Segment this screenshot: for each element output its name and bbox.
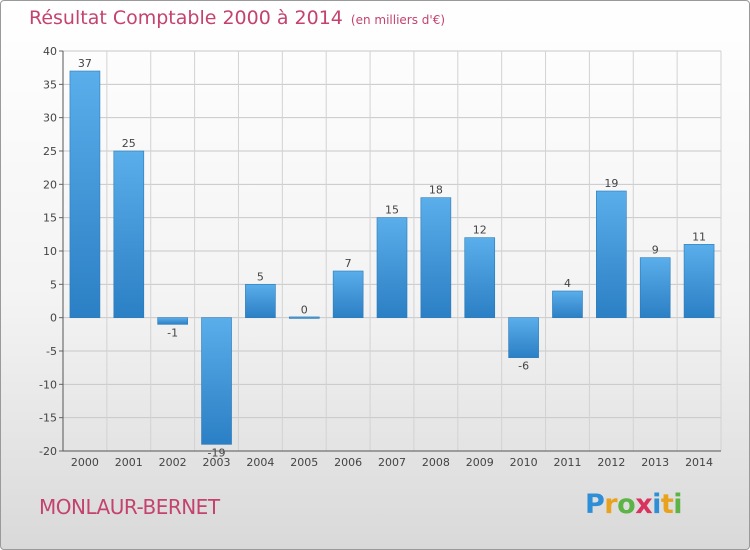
data-label-2009: 12 — [473, 224, 487, 237]
bar-2005 — [288, 316, 320, 319]
x-tick-label: 2002 — [159, 456, 187, 469]
x-tick-label: 2014 — [685, 456, 713, 469]
logo-letter: o — [617, 489, 636, 520]
bar-2011 — [552, 290, 583, 318]
chart-title-text: Résultat Comptable 2000 à 2014 — [29, 7, 343, 29]
data-label-2007: 15 — [385, 204, 399, 217]
bar-2002 — [157, 317, 188, 325]
bar-2009 — [464, 237, 496, 318]
chart-subtitle: (en milliers d'€) — [350, 13, 446, 27]
x-tick-label: 2010 — [510, 456, 538, 469]
data-label-2003: -19 — [208, 446, 226, 459]
data-label-2004: 5 — [257, 270, 264, 283]
bar-2012 — [596, 190, 627, 318]
bar-2004 — [245, 284, 276, 318]
y-tick-label: 20 — [43, 178, 57, 191]
x-tick-label: 2008 — [422, 456, 450, 469]
y-tick-label: 5 — [50, 278, 57, 291]
bar-2003 — [201, 317, 232, 445]
y-tick-label: -20 — [39, 445, 57, 458]
data-label-2000: 37 — [78, 57, 92, 70]
data-label-2013: 9 — [652, 244, 659, 257]
proxiti-logo[interactable]: Proxiti — [585, 489, 683, 520]
logo-letter: x — [635, 489, 653, 520]
data-label-2011: 4 — [564, 277, 571, 290]
data-label-2014: 11 — [692, 230, 706, 243]
y-tick-label: 35 — [43, 78, 57, 91]
chart-title: Résultat Comptable 2000 à 2014 (en millie… — [29, 7, 445, 29]
logo-letter: i — [673, 489, 683, 520]
data-label-2006: 7 — [345, 257, 352, 270]
x-tick-label: 2009 — [466, 456, 494, 469]
x-tick-label: 2011 — [553, 456, 581, 469]
x-tick-label: 2001 — [115, 456, 143, 469]
logo-letter: r — [604, 489, 618, 520]
y-tick-label: 30 — [43, 112, 57, 125]
bar-2007 — [376, 217, 408, 318]
data-label-2008: 18 — [429, 184, 443, 197]
data-label-2001: 25 — [122, 137, 136, 150]
data-label-2002: -1 — [167, 326, 178, 339]
data-label-2012: 19 — [604, 177, 618, 190]
commune-name: MONLAUR-BERNET — [39, 495, 220, 519]
y-tick-label: 40 — [43, 45, 57, 58]
x-tick-label: 2004 — [246, 456, 274, 469]
bar-2010 — [508, 317, 539, 358]
x-tick-label: 2007 — [378, 456, 406, 469]
x-tick-label: 2003 — [203, 456, 231, 469]
bar-layer: 37 25 -1 -19 5 0 7 15 18 12 -6 4 19 9 11 — [69, 57, 715, 459]
x-tick-label: 2005 — [290, 456, 318, 469]
bar-2013 — [639, 257, 671, 318]
bar-2014 — [683, 244, 715, 318]
y-tick-label: -10 — [39, 378, 57, 391]
x-tick-label: 2000 — [71, 456, 99, 469]
logo-letter: i — [652, 489, 661, 520]
x-tick-label: 2013 — [641, 456, 669, 469]
y-tick-label: -5 — [46, 345, 57, 358]
y-tick-label: -15 — [39, 412, 57, 425]
y-tick-label: 0 — [50, 312, 57, 325]
x-tick-label: 2006 — [334, 456, 362, 469]
y-tick-label: 10 — [43, 245, 57, 258]
bar-2001 — [113, 150, 145, 318]
data-label-2005: 0 — [301, 304, 308, 317]
bar-2006 — [332, 270, 364, 318]
y-tick-label: 25 — [43, 145, 57, 158]
x-tick-label: 2012 — [597, 456, 625, 469]
bar-2000 — [69, 70, 101, 318]
data-label-2010: -6 — [518, 360, 529, 373]
bar-2008 — [420, 197, 452, 318]
logo-letter: t — [660, 489, 674, 520]
logo-letter: P — [585, 489, 605, 520]
y-tick-label: 15 — [43, 212, 57, 225]
